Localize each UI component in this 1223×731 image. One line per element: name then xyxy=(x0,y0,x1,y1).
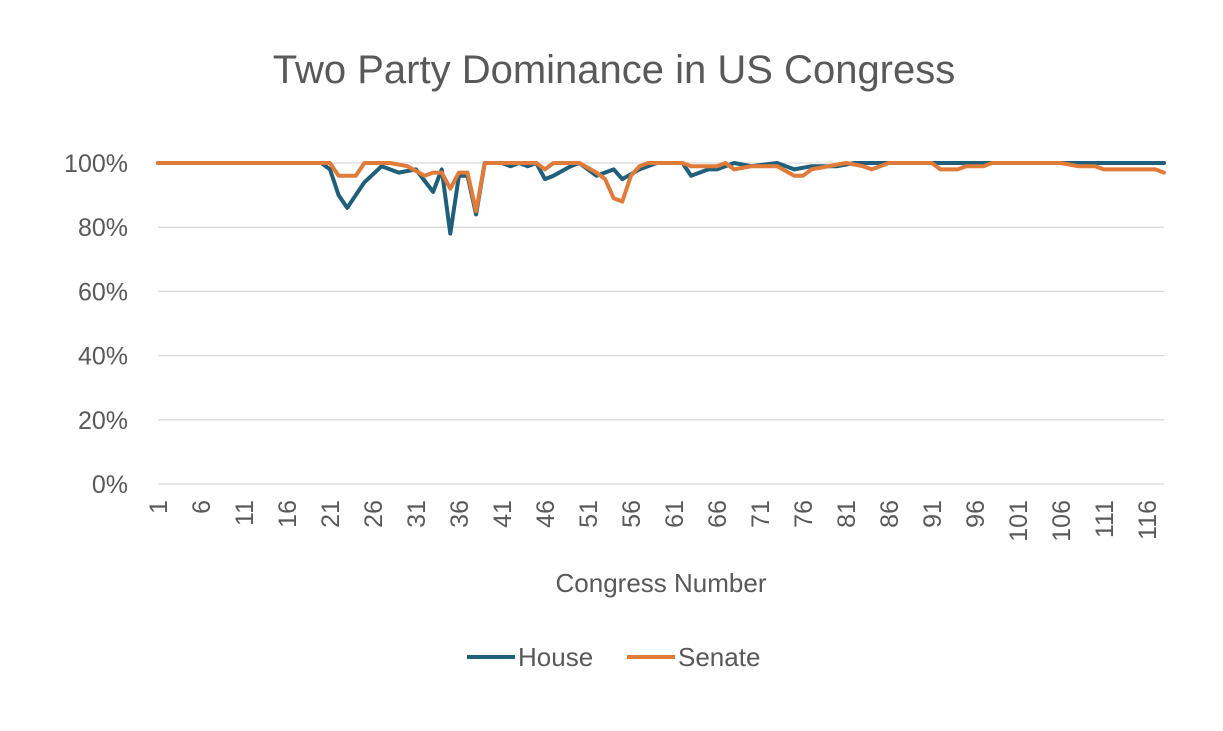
x-tick-label: 116 xyxy=(1134,500,1162,540)
x-tick-label: 36 xyxy=(446,500,474,528)
gridlines xyxy=(158,162,1164,485)
x-tick-label: 56 xyxy=(618,500,646,528)
x-tick-label: 96 xyxy=(962,500,990,528)
legend-label: House xyxy=(518,642,593,672)
series-line-house xyxy=(156,161,1166,236)
y-tick-label: 0% xyxy=(92,471,128,499)
y-tick-label: 60% xyxy=(78,278,128,306)
x-tick-label: 26 xyxy=(360,500,388,528)
x-axis-title: Congress Number xyxy=(556,568,767,598)
x-tick-label: 31 xyxy=(403,500,431,528)
y-axis-ticks: 0% 20% 40% 60% 80% 100% xyxy=(64,150,128,499)
y-tick-label: 20% xyxy=(78,407,128,435)
x-tick-label: 1 xyxy=(145,500,173,514)
x-tick-label: 71 xyxy=(747,500,775,528)
x-tick-label: 76 xyxy=(790,500,818,528)
x-tick-label: 16 xyxy=(274,500,302,528)
y-tick-label: 80% xyxy=(78,214,128,242)
x-tick-label: 106 xyxy=(1048,500,1076,542)
x-tick-label: 61 xyxy=(661,500,689,528)
x-tick-label: 81 xyxy=(833,500,861,528)
x-tick-label: 66 xyxy=(704,500,732,528)
x-axis-ticks: 1 6 11 16 21 26 31 36 41 46 51 56 61 66 71 76 81 86 91 96 10… xyxy=(145,500,1162,542)
x-tick-label: 21 xyxy=(317,500,345,528)
chart-title: Two Party Dominance in US Congress xyxy=(273,48,956,92)
x-tick-label: 111 xyxy=(1091,500,1119,538)
x-tick-label: 6 xyxy=(188,500,216,514)
series-line-senate xyxy=(156,161,1166,214)
series-lines xyxy=(156,161,1166,236)
x-tick-label: 91 xyxy=(919,500,947,528)
y-tick-label: 40% xyxy=(78,343,128,371)
y-tick-label: 100% xyxy=(64,150,128,178)
x-tick-label: 51 xyxy=(575,500,603,528)
x-tick-label: 46 xyxy=(532,500,560,528)
legend: House Senate xyxy=(467,642,760,672)
x-tick-label: 86 xyxy=(876,500,904,528)
x-tick-label: 11 xyxy=(231,500,259,526)
x-tick-label: 101 xyxy=(1005,500,1033,542)
x-tick-label: 41 xyxy=(489,500,517,528)
legend-label: Senate xyxy=(678,642,760,672)
